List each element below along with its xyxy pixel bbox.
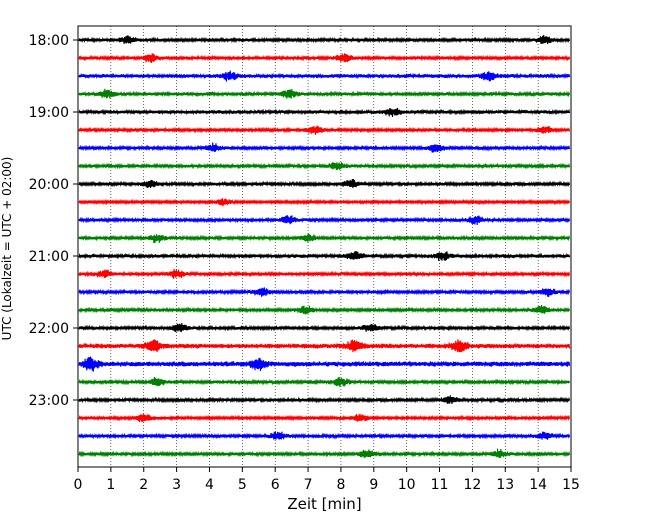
trace-2015 bbox=[78, 198, 571, 207]
x-tick-label: 4 bbox=[205, 477, 214, 493]
y-tick-label: 21:00 bbox=[29, 249, 69, 265]
trace-1845 bbox=[78, 88, 571, 99]
x-tick-label: 9 bbox=[369, 477, 378, 493]
y-axis-title: UTC (Lokalzeit = UTC + 02:00) bbox=[0, 157, 14, 341]
x-tick-label: 5 bbox=[238, 477, 247, 493]
x-tick-label: 14 bbox=[529, 477, 547, 493]
seismogram-traces bbox=[78, 34, 571, 459]
trace-2145 bbox=[78, 304, 571, 315]
y-tick-label: 20:00 bbox=[29, 177, 69, 193]
x-tick-label: 12 bbox=[463, 477, 481, 493]
trace-2030 bbox=[78, 215, 571, 226]
y-axis: 18:00 19:00 20:00 21:00 22:00 23:00 bbox=[29, 33, 78, 409]
trace-2230 bbox=[78, 356, 571, 372]
trace-1915 bbox=[78, 125, 571, 135]
y-tick-label: 19:00 bbox=[29, 105, 69, 121]
x-tick-label: 10 bbox=[398, 477, 416, 493]
trace-1930 bbox=[78, 142, 571, 153]
x-tick-label: 2 bbox=[139, 477, 148, 493]
trace-2245 bbox=[78, 376, 571, 387]
trace-1830 bbox=[78, 70, 571, 82]
trace-1800 bbox=[78, 34, 571, 45]
trace-2315 bbox=[78, 413, 571, 423]
x-tick-label: 0 bbox=[74, 477, 83, 493]
x-axis-title: Zeit [min] bbox=[287, 495, 361, 513]
x-tick-label: 6 bbox=[271, 477, 280, 493]
x-tick-label: 11 bbox=[431, 477, 449, 493]
trace-1815 bbox=[78, 53, 571, 63]
x-tick-label: 3 bbox=[172, 477, 181, 493]
trace-2100 bbox=[78, 251, 571, 262]
trace-1945 bbox=[78, 162, 571, 171]
y-tick-label: 18:00 bbox=[29, 33, 69, 49]
x-tick-label: 15 bbox=[562, 477, 580, 493]
trace-2345 bbox=[78, 448, 571, 459]
y-tick-label: 23:00 bbox=[29, 393, 69, 409]
x-tick-label: 7 bbox=[304, 477, 313, 493]
trace-2130 bbox=[78, 287, 571, 298]
trace-2000 bbox=[78, 179, 571, 189]
trace-2045 bbox=[78, 233, 571, 244]
x-tick-label: 8 bbox=[336, 477, 345, 493]
trace-2115 bbox=[78, 268, 571, 279]
trace-1900 bbox=[78, 107, 571, 117]
trace-2300 bbox=[78, 395, 571, 405]
x-axis: 0 1 2 3 4 5 6 7 8 9 10 11 12 13 14 15 bbox=[74, 467, 580, 493]
y-tick-label: 22:00 bbox=[29, 321, 69, 337]
plot-frame bbox=[77, 25, 572, 468]
x-tick-label: 1 bbox=[106, 477, 115, 493]
x-tick-label: 13 bbox=[496, 477, 514, 493]
trace-2215 bbox=[78, 339, 571, 353]
trace-2200 bbox=[78, 322, 571, 333]
trace-2330 bbox=[78, 431, 571, 440]
